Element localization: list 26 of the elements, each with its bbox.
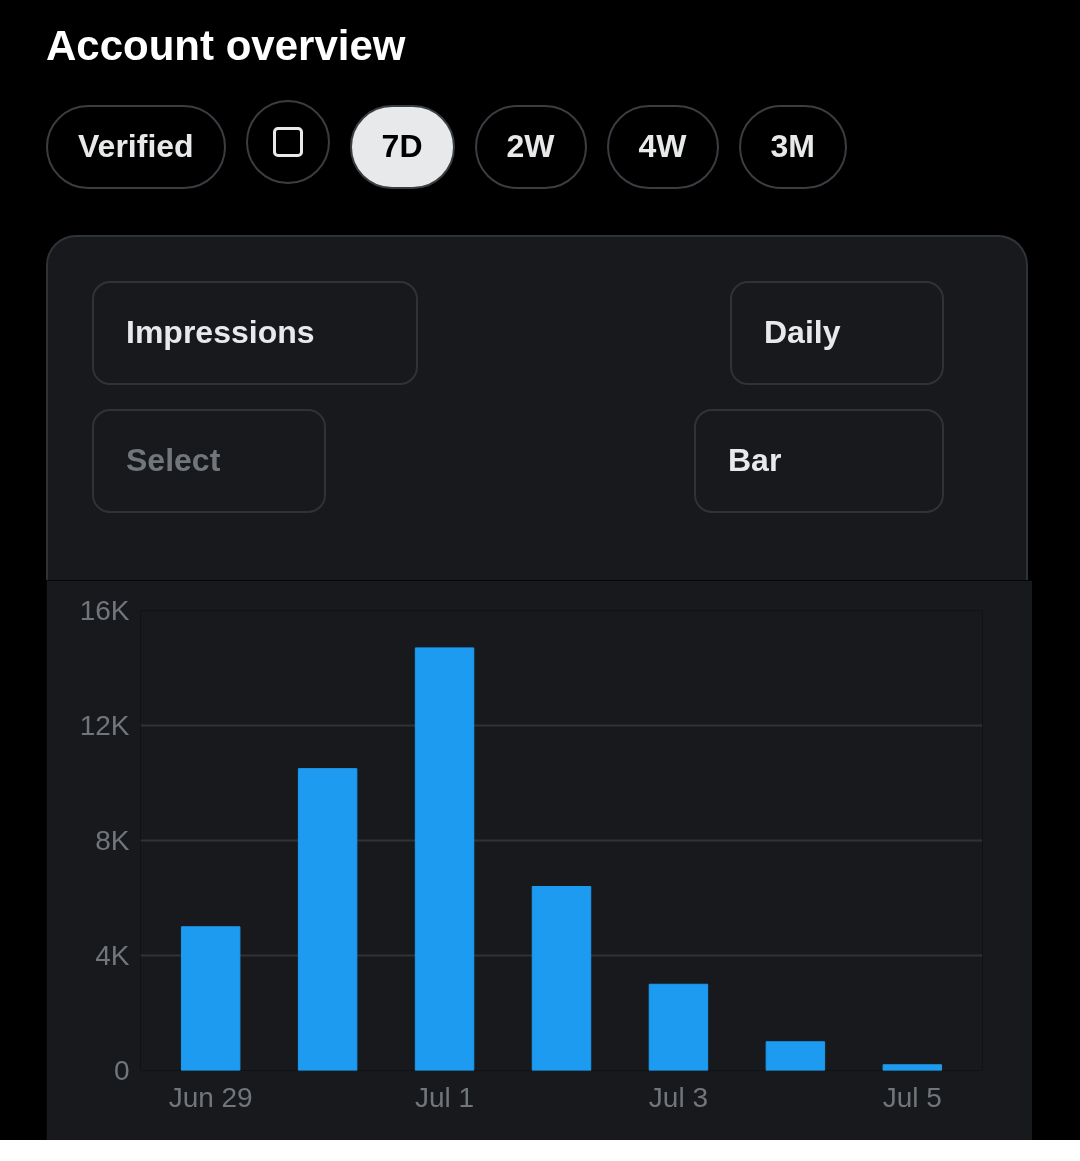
text: 4W bbox=[606, 104, 719, 189]
y-tick-label: 12K bbox=[79, 710, 130, 741]
bar bbox=[765, 1041, 826, 1071]
text: Verified bbox=[46, 104, 226, 189]
bar bbox=[297, 768, 358, 1071]
bar bbox=[180, 926, 241, 1071]
y-tick-label: 0 bbox=[113, 1055, 130, 1086]
text: 3M bbox=[738, 104, 847, 189]
text: Daily bbox=[730, 280, 944, 385]
bar bbox=[648, 983, 709, 1071]
y-tick-label: 8K bbox=[95, 825, 130, 856]
y-tick-label: 4K bbox=[95, 940, 130, 971]
bar bbox=[531, 886, 592, 1071]
bar bbox=[414, 647, 475, 1071]
x-tick-label: Jun 29 bbox=[168, 1081, 253, 1113]
chart-title: Account overview bbox=[46, 22, 407, 70]
text: 7D bbox=[349, 104, 455, 189]
y-tick-label: 16K bbox=[79, 595, 130, 626]
text: Bar bbox=[694, 408, 944, 513]
bar bbox=[882, 1064, 943, 1071]
text: Select bbox=[92, 408, 326, 513]
text: 2W bbox=[474, 104, 587, 189]
text: Impressions bbox=[92, 280, 418, 385]
x-tick-label: Jul 1 bbox=[414, 1081, 475, 1113]
x-tick-label: Jul 3 bbox=[648, 1081, 709, 1113]
x-tick-label: Jul 5 bbox=[882, 1081, 942, 1113]
